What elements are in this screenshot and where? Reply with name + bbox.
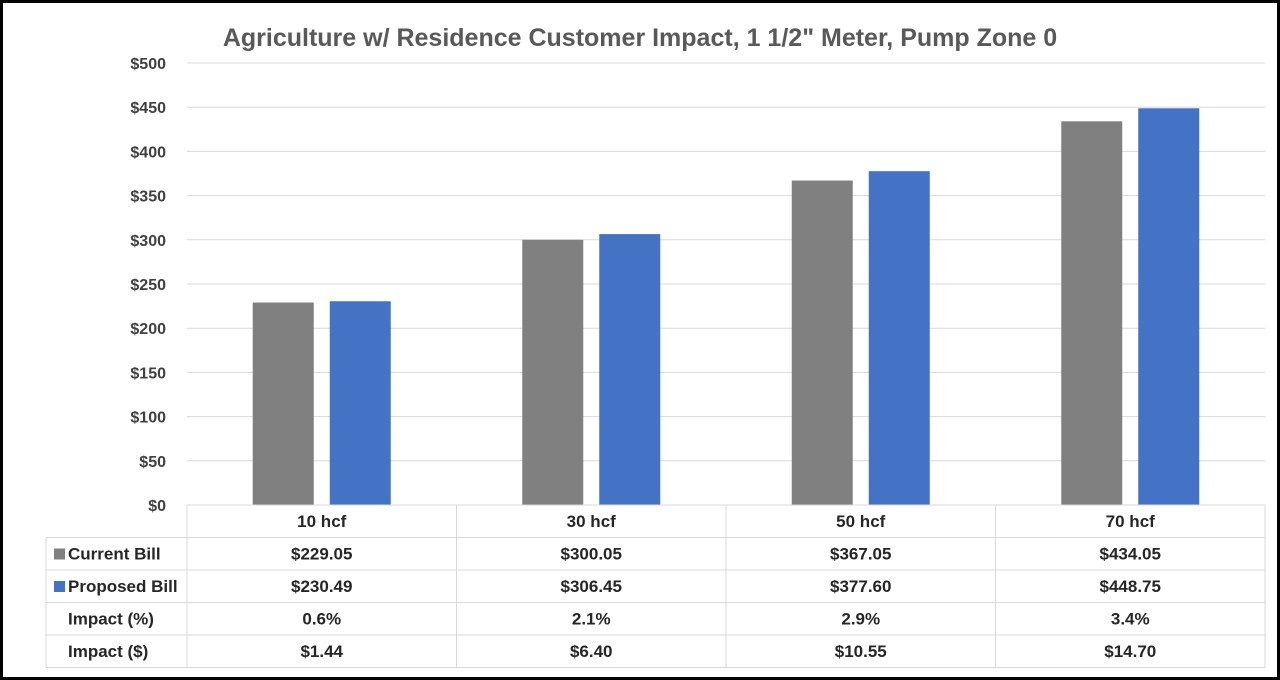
- table-cell-impact-pct: 3.4%: [1111, 610, 1150, 629]
- chart-title: Agriculture w/ Residence Customer Impact…: [223, 24, 1057, 52]
- table-cell-impact-pct: 2.9%: [841, 610, 880, 629]
- row-label-current: Current Bill: [68, 545, 161, 564]
- bar-current-4: [1061, 121, 1123, 505]
- x-category-label: 50 hcf: [836, 512, 885, 531]
- y-tick-label: $300: [130, 233, 166, 250]
- row-label-proposed: Proposed Bill: [68, 577, 178, 596]
- table-cell-current: $229.05: [291, 545, 352, 564]
- row-label-impact-dollar: Impact ($): [68, 642, 148, 661]
- table-cell-current: $434.05: [1100, 545, 1161, 564]
- legend-swatch-proposed: [54, 581, 65, 592]
- bar-current-3: [791, 180, 853, 505]
- y-tick-label: $400: [130, 144, 166, 161]
- table-cell-proposed: $448.75: [1100, 577, 1161, 596]
- y-tick-label: $350: [130, 189, 166, 206]
- bar-current-2: [522, 239, 584, 505]
- table-cell-impact-dollar: $14.70: [1104, 642, 1156, 661]
- bar-proposed-2: [599, 234, 661, 505]
- table-cell-impact-dollar: $10.55: [835, 642, 887, 661]
- x-category-label: 30 hcf: [567, 512, 616, 531]
- y-tick-label: $250: [130, 277, 166, 294]
- table-cell-proposed: $230.49: [291, 577, 352, 596]
- bar-proposed-4: [1138, 108, 1200, 506]
- table-cell-current: $300.05: [561, 545, 622, 564]
- bar-series: [252, 108, 1200, 506]
- table-cell-current: $367.05: [830, 545, 891, 564]
- x-category-label: 70 hcf: [1106, 512, 1155, 531]
- y-tick-label: $0: [148, 498, 166, 515]
- table-cell-proposed: $377.60: [830, 577, 891, 596]
- y-tick-label: $200: [130, 321, 166, 338]
- table-cell-impact-pct: 2.1%: [572, 610, 611, 629]
- bar-proposed-3: [868, 171, 930, 505]
- y-tick-label: $450: [130, 100, 166, 117]
- table-cell-impact-pct: 0.6%: [302, 610, 341, 629]
- table-cell-impact-dollar: $1.44: [300, 642, 343, 661]
- y-tick-label: $500: [130, 56, 166, 73]
- table-cell-impact-dollar: $6.40: [570, 642, 613, 661]
- data-table: 10 hcf 30 hcf 50 hcf 70 hcf Current Bill $229…: [45, 504, 1266, 668]
- y-tick-label: $100: [130, 410, 166, 427]
- bar-proposed-1: [329, 301, 391, 505]
- y-axis-ticks: $0 $50 $100 $150 $200 $250 $300 $350 $400 $450 $50…: [130, 56, 166, 515]
- legend-swatch-current: [54, 548, 65, 560]
- bar-current-1: [252, 302, 314, 505]
- row-label-impact-pct: Impact (%): [68, 610, 154, 629]
- y-tick-label: $150: [130, 365, 166, 382]
- table-cell-proposed: $306.45: [561, 577, 622, 596]
- x-category-label: 10 hcf: [297, 512, 346, 531]
- y-tick-label: $50: [139, 454, 166, 471]
